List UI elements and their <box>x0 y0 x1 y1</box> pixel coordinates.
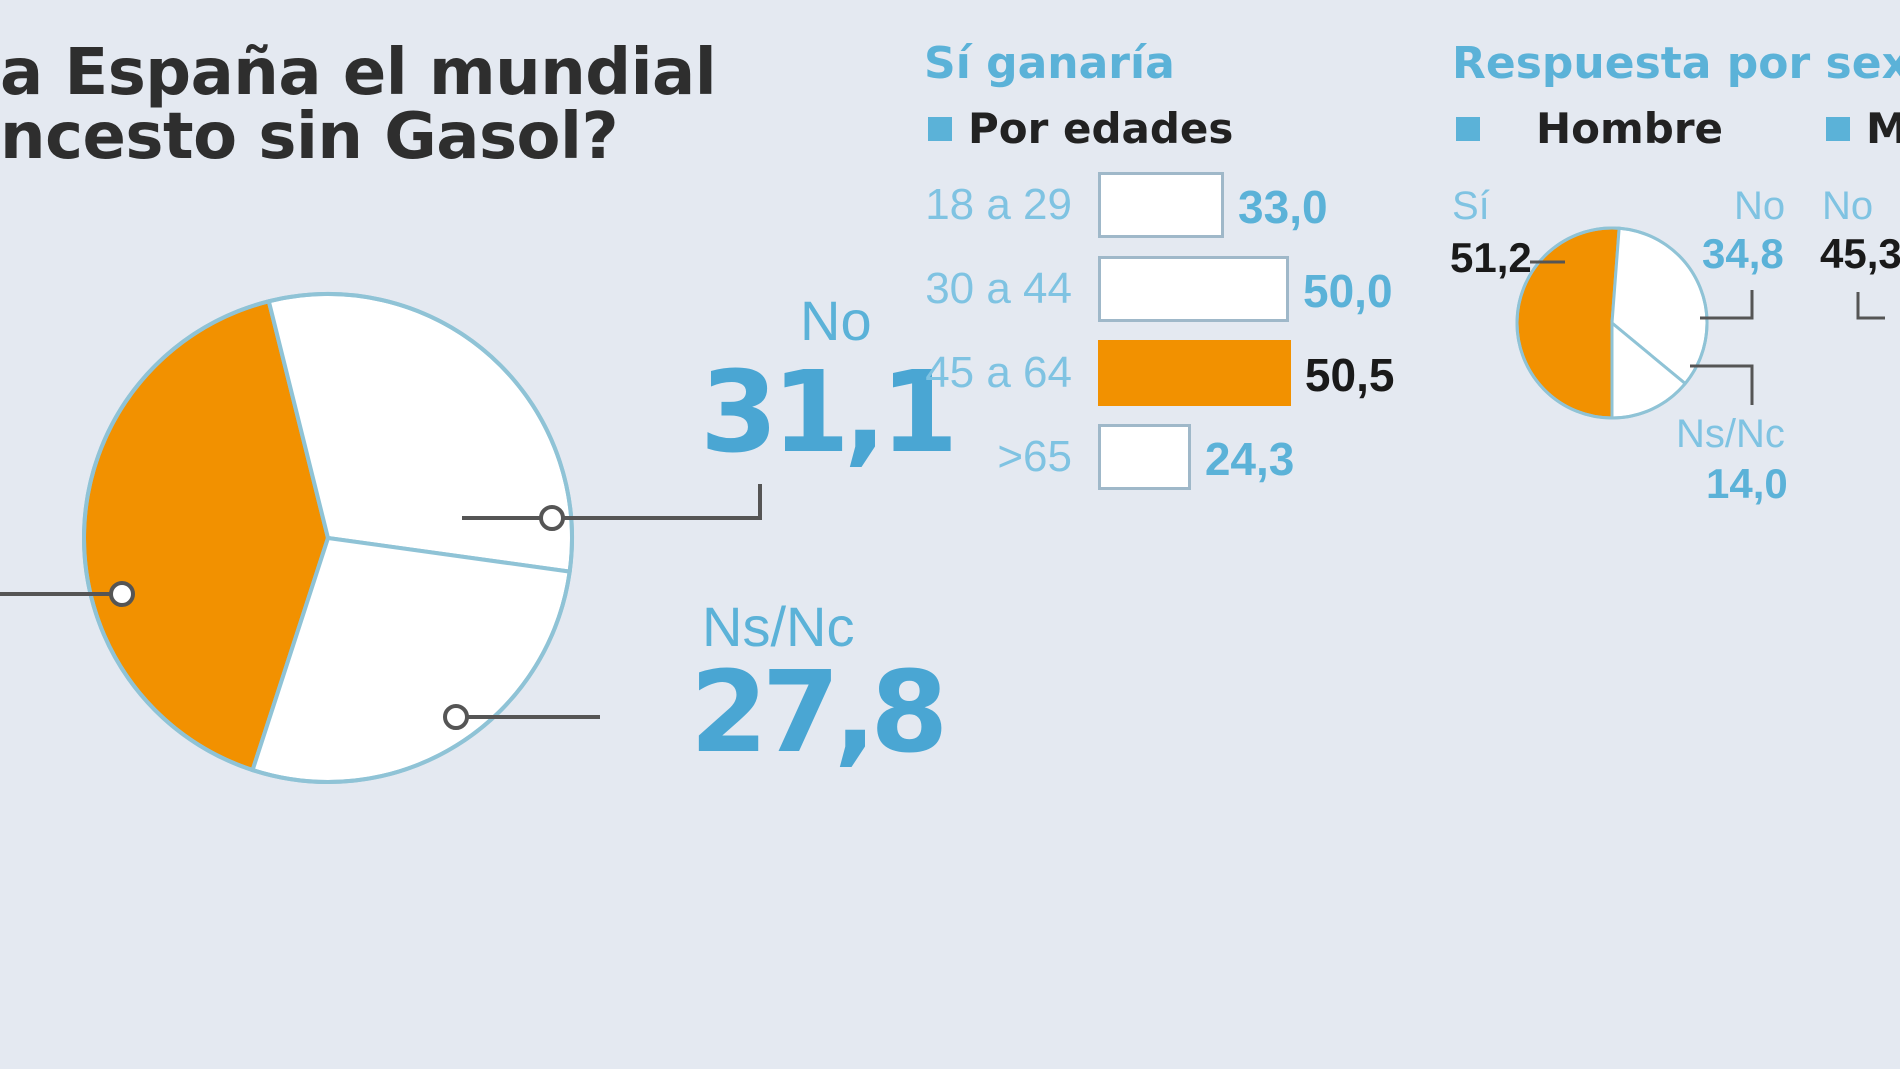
mujer-no-value: 45,3 <box>1820 230 1900 277</box>
main-nsnc-label: Ns/Nc <box>702 595 855 658</box>
leader-line-mujer-no <box>1856 292 1885 320</box>
mujer-legend: M <box>1826 104 1900 153</box>
main-nsnc-value: 27,8 <box>690 648 948 778</box>
title-line-1: a España el mundial <box>0 36 717 110</box>
main-no-value: 31,1 <box>700 348 958 478</box>
age-bar <box>1098 256 1289 322</box>
mujer-no-label: No <box>1822 184 1874 228</box>
age-label: 18 a 29 <box>925 180 1072 229</box>
age-label: 45 a 64 <box>925 348 1072 397</box>
marker-si <box>109 581 135 607</box>
age-bar <box>1098 172 1225 238</box>
age-bar <box>1098 424 1191 490</box>
hombre-si-value: 51,2 <box>1450 234 1532 281</box>
hombre-nsnc-label: Ns/Nc <box>1676 412 1785 456</box>
leader-line-hombre-nsnc <box>1690 364 1754 405</box>
hombre-si-label: Sí <box>1452 184 1490 228</box>
age-bar <box>1098 340 1291 406</box>
main-pie-outline <box>82 292 574 784</box>
age-value: 50,0 <box>1303 265 1393 317</box>
age-legend: Por edades <box>928 104 1233 153</box>
main-no-label: No <box>800 289 872 352</box>
marker-no <box>539 505 565 531</box>
age-value: 24,3 <box>1204 433 1295 485</box>
age-legend-label: Por edades <box>968 104 1234 153</box>
legend-swatch <box>1826 117 1850 141</box>
leader-line-hombre-no <box>1700 290 1754 320</box>
age-value: 33,0 <box>1238 181 1328 233</box>
legend-swatch <box>1456 117 1480 141</box>
legend-swatch <box>928 117 952 141</box>
title-line-2: ncesto sin Gasol? <box>0 100 619 174</box>
age-section-title: Sí ganaría <box>924 38 1175 89</box>
age-label: 30 a 44 <box>925 264 1072 313</box>
hombre-nsnc-value: 14,0 <box>1706 460 1788 507</box>
age-value: 50,5 <box>1304 349 1395 401</box>
hombre-no-value: 34,8 <box>1702 230 1784 277</box>
hombre-legend: Hombre <box>1456 104 1723 153</box>
hombre-pie-slice-s <box>1515 226 1621 420</box>
hombre-no-label: No <box>1734 184 1786 228</box>
marker-nsnc <box>443 704 469 730</box>
hombre-pie-outline <box>1515 226 1709 420</box>
mujer-legend-label: M <box>1866 104 1900 153</box>
hombre-legend-label: Hombre <box>1536 104 1724 153</box>
sex-section-title: Respuesta por sexo <box>1452 38 1900 89</box>
age-label: >65 <box>997 432 1072 481</box>
